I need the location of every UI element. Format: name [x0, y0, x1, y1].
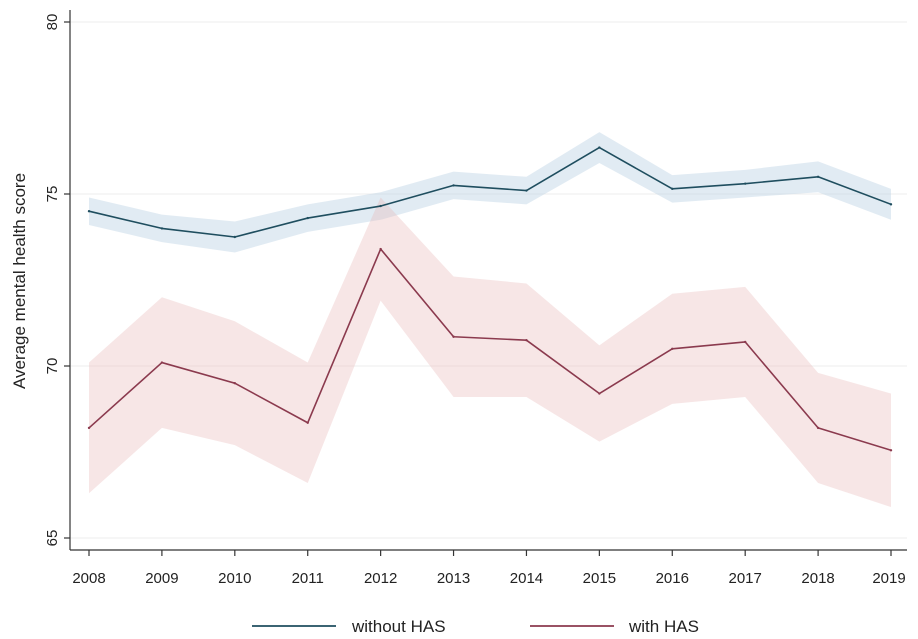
data-point-with-has-2010	[233, 382, 237, 385]
x-tick-label-2015: 2015	[583, 570, 616, 587]
data-point-without-has-2018	[816, 175, 820, 178]
data-point-with-has-2014	[525, 339, 528, 342]
data-point-with-has-2008	[87, 426, 91, 430]
x-tick-label-2018: 2018	[801, 570, 834, 587]
data-point-without-has-2012	[379, 204, 382, 208]
y-tick-label-80: 80	[44, 14, 61, 31]
y-tick-label-65: 65	[44, 530, 61, 547]
data-point-without-has-2016	[671, 187, 674, 191]
y-tick-label-70: 70	[44, 358, 61, 375]
data-point-without-has-2013	[452, 184, 455, 187]
data-point-with-has-2013	[452, 335, 455, 338]
data-point-without-has-2019	[889, 203, 893, 206]
legend: without HAS with HAS	[252, 617, 699, 636]
tick-labels: 65 70 75 80 2008 2009 2010 2011 2012 2013 2014 2015…	[44, 14, 906, 587]
x-tick-label-2010: 2010	[218, 570, 251, 587]
x-tick-label-2011: 2011	[292, 570, 324, 587]
data-point-without-has-2010	[233, 235, 237, 239]
x-tick-label-2016: 2016	[656, 570, 689, 587]
y-axis-title: Average mental health score	[10, 173, 29, 389]
x-tick-label-2008: 2008	[72, 570, 105, 587]
legend-label-without-has: without HAS	[351, 617, 446, 636]
data-point-with-has-2012	[379, 247, 382, 251]
axes	[64, 10, 907, 556]
series-lines	[87, 146, 893, 452]
data-point-without-has-2017	[743, 182, 747, 185]
x-tick-label-2014: 2014	[510, 570, 543, 587]
data-point-without-has-2014	[525, 189, 528, 192]
data-point-with-has-2009	[160, 361, 164, 364]
data-point-without-has-2008	[87, 210, 91, 213]
data-point-with-has-2015	[598, 392, 601, 395]
data-point-without-has-2011	[306, 216, 309, 220]
data-point-with-has-2017	[743, 340, 747, 344]
x-tick-label-2009: 2009	[145, 570, 178, 587]
data-point-with-has-2019	[889, 449, 893, 452]
data-point-with-has-2011	[306, 421, 309, 424]
x-tick-label-2017: 2017	[728, 570, 761, 587]
legend-label-with-has: with HAS	[628, 617, 699, 636]
x-tick-label-2019: 2019	[872, 570, 905, 587]
grid-lines	[70, 21, 907, 539]
data-point-with-has-2018	[816, 426, 820, 430]
y-tick-label-75: 75	[44, 186, 61, 203]
series-line-with-has	[88, 248, 892, 452]
x-tick-label-2012: 2012	[364, 570, 397, 587]
data-point-without-has-2015	[598, 146, 601, 149]
series-line-without-has	[88, 146, 892, 238]
x-tick-label-2013: 2013	[437, 570, 470, 587]
data-point-with-has-2016	[671, 347, 674, 350]
confidence-band-with-has	[89, 197, 891, 508]
data-point-without-has-2009	[160, 227, 164, 230]
